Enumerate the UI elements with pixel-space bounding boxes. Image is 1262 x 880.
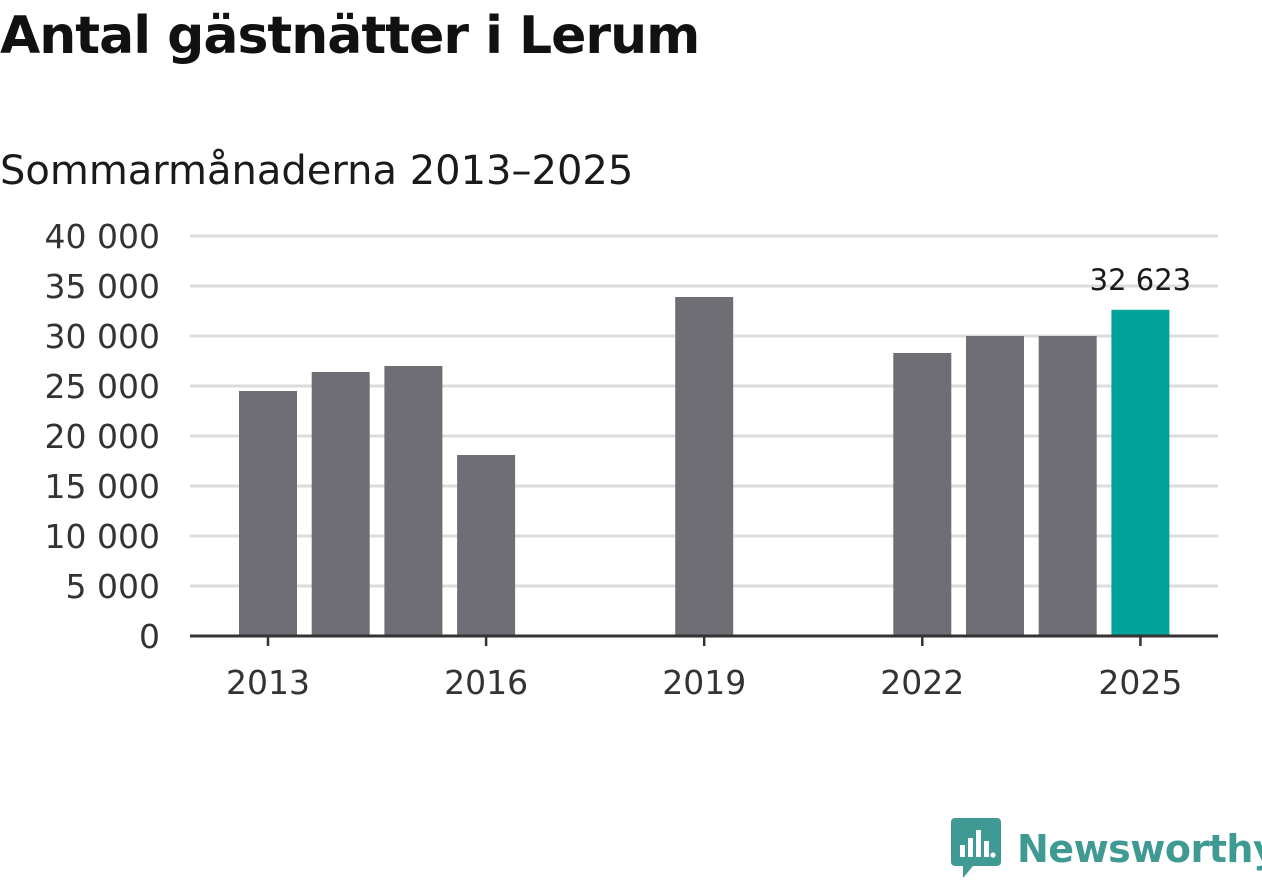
y-tick-label: 35 000 <box>45 267 160 306</box>
bar <box>966 336 1024 636</box>
bar <box>893 353 952 636</box>
bar <box>384 366 443 636</box>
y-tick-label: 20 000 <box>45 417 160 456</box>
x-tick-label: 2022 <box>880 663 964 702</box>
axes <box>190 634 1218 646</box>
y-tick-label: 30 000 <box>45 317 160 356</box>
y-tick-label: 25 000 <box>45 367 160 406</box>
x-tick-label: 2013 <box>226 663 310 702</box>
brand: Newsworthy <box>951 818 1262 880</box>
bars <box>239 297 1170 636</box>
y-tick-label: 15 000 <box>45 467 160 506</box>
bar <box>239 391 297 636</box>
chart-title: Antal gästnätter i Lerum <box>0 6 700 66</box>
bar <box>457 455 516 636</box>
data-label: 32 623 <box>1090 263 1191 297</box>
labels: 0 5 000 10 000 15 000 20 000 25 000 30 000 35 0… <box>45 217 1192 702</box>
bar <box>311 372 370 636</box>
x-tick-label: 2025 <box>1098 663 1182 702</box>
newsworthy-logo-icon <box>951 818 1001 878</box>
y-tick-label: 0 <box>139 617 160 656</box>
x-tick-label: 2016 <box>444 663 528 702</box>
chart-subtitle: Sommarmånaderna 2013–2025 <box>0 148 634 194</box>
bar <box>1038 336 1097 636</box>
brand-name: Newsworthy <box>1017 827 1262 871</box>
x-tick-label: 2019 <box>662 663 746 702</box>
highlight-bar <box>1111 309 1170 636</box>
y-tick-label: 5 000 <box>66 567 160 606</box>
y-tick-label: 40 000 <box>45 217 160 256</box>
y-tick-label: 10 000 <box>45 517 160 556</box>
bar <box>675 297 734 636</box>
